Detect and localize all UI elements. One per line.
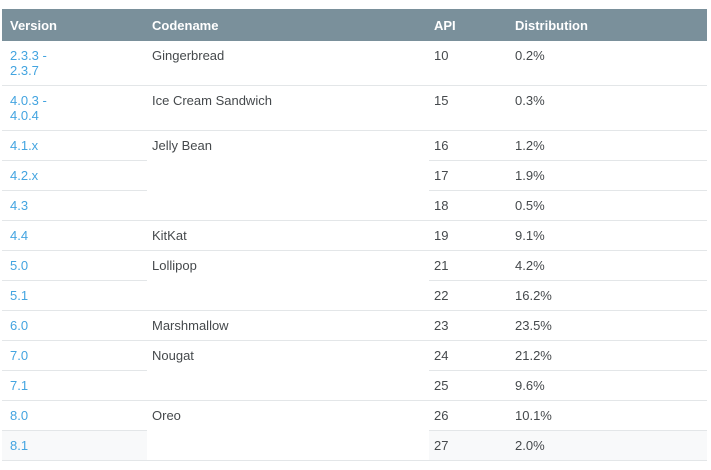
distribution-cell: 10.1%	[507, 400, 707, 431]
api-cell: 17	[429, 160, 507, 191]
codename-cell: Ice Cream Sandwich	[147, 85, 429, 131]
api-cell: 24	[429, 340, 507, 371]
api-cell: 22	[429, 280, 507, 311]
distribution-cell: 0.2%	[515, 48, 545, 63]
distribution-cell: 9.1%	[507, 220, 707, 251]
api-cell: 26	[429, 400, 507, 431]
version-link[interactable]: 5.0	[10, 258, 29, 273]
version-link[interactable]: 4.3	[10, 198, 29, 213]
column-header-codename: Codename	[147, 9, 429, 41]
version-link[interactable]: 6.0	[10, 318, 29, 333]
api-cell: 27	[429, 430, 507, 461]
version-cell: 5.0	[2, 250, 147, 281]
table-body: 2.3.3 - 2.3.7 Gingerbread 10 0.2% 4.0.3 - 4.…	[2, 41, 707, 461]
table-row: 2.3.3 - 2.3.7 Gingerbread 10 0.2%	[2, 41, 707, 86]
version-link[interactable]: 4.1.x	[10, 138, 39, 153]
table-row: 4.0.3 - 4.0.4 Ice Cream Sandwich 15 0.3%	[2, 85, 707, 131]
api-cell: 21	[429, 250, 507, 281]
version-cell: 4.1.x	[2, 130, 147, 161]
distribution-cell: 4.2%	[507, 250, 707, 281]
table-header-row: Version Codename API Distribution	[2, 9, 707, 41]
version-cell: 7.0	[2, 340, 147, 371]
distribution-cell: 0.5%	[507, 190, 707, 221]
distribution-cell: 9.6%	[507, 370, 707, 401]
version-cell: 7.1	[2, 370, 147, 401]
version-cell: 5.1	[2, 280, 147, 311]
table-row: 4.4 KitKat 19 9.1%	[2, 220, 707, 251]
table-row: 5.0 Lollipop 21 4.2%	[2, 250, 707, 311]
distribution-cell: 0.3%	[507, 85, 707, 131]
version-cell: 8.1	[2, 430, 147, 461]
codename-cell: Lollipop	[147, 250, 429, 311]
version-cell: 4.2.x	[2, 160, 147, 191]
distribution-cell: 1.2%	[507, 130, 707, 161]
version-cell: 6.0	[2, 310, 147, 341]
table-row: 7.0 Nougat 24 21.2%	[2, 340, 707, 401]
distribution-cell: 21.2%	[507, 340, 707, 371]
api-cell: 18	[429, 190, 507, 221]
table-row: 4.1.x Jelly Bean 16 1.2%	[2, 130, 707, 221]
column-header-distribution: Distribution	[507, 9, 707, 41]
column-header-api: API	[429, 9, 507, 41]
table-row: 6.0 Marshmallow 23 23.5%	[2, 310, 707, 341]
table-row: 5.1 22 16.2%	[2, 280, 707, 311]
version-link[interactable]: 4.4	[10, 228, 29, 243]
version-link[interactable]: 4.0.3 - 4.0.4	[10, 93, 47, 123]
distribution-cell: 16.2%	[507, 280, 707, 311]
codename-cell: KitKat	[147, 220, 429, 251]
version-link[interactable]: 5.1	[10, 288, 29, 303]
version-cell: 8.0	[2, 400, 147, 431]
codename-cell: Gingerbread	[152, 48, 225, 63]
api-cell: 25	[429, 370, 507, 401]
codename-cell: Jelly Bean	[147, 130, 429, 221]
table-row: 4.2.x 17 1.9%	[2, 160, 707, 191]
version-link[interactable]: 4.2.x	[10, 168, 39, 183]
version-cell: 4.0.3 - 4.0.4	[2, 85, 147, 131]
version-link[interactable]: 8.1	[10, 438, 29, 453]
table-row: 4.3 18 0.5%	[2, 190, 707, 221]
distribution-cell: 23.5%	[507, 310, 707, 341]
version-cell: 2.3.3 - 2.3.7	[2, 41, 147, 86]
codename-cell: Marshmallow	[147, 310, 429, 341]
distribution-cell: 1.9%	[507, 160, 707, 191]
api-cell: 10	[434, 48, 449, 63]
version-cell: 4.3	[2, 190, 147, 221]
version-link[interactable]: 7.1	[10, 378, 29, 393]
api-cell: 19	[429, 220, 507, 251]
version-link[interactable]: 2.3.3 - 2.3.7	[10, 48, 47, 78]
table-row: 7.1 25 9.6%	[2, 370, 707, 401]
codename-cell: Oreo	[147, 400, 429, 461]
api-cell: 15	[429, 85, 507, 131]
version-link[interactable]: 8.0	[10, 408, 29, 423]
api-cell: 23	[429, 310, 507, 341]
table-row: 8.0 Oreo 26 10.1%	[2, 400, 707, 461]
codename-cell: Nougat	[147, 340, 429, 401]
distribution-table: Version Codename API Distribution 2.3.3 …	[2, 9, 707, 461]
table-header: Version Codename API Distribution	[2, 9, 707, 41]
version-cell: 4.4	[2, 220, 147, 251]
version-link[interactable]: 7.0	[10, 348, 29, 363]
distribution-cell: 2.0%	[507, 430, 707, 461]
column-header-version: Version	[2, 9, 147, 41]
api-cell: 16	[429, 130, 507, 161]
